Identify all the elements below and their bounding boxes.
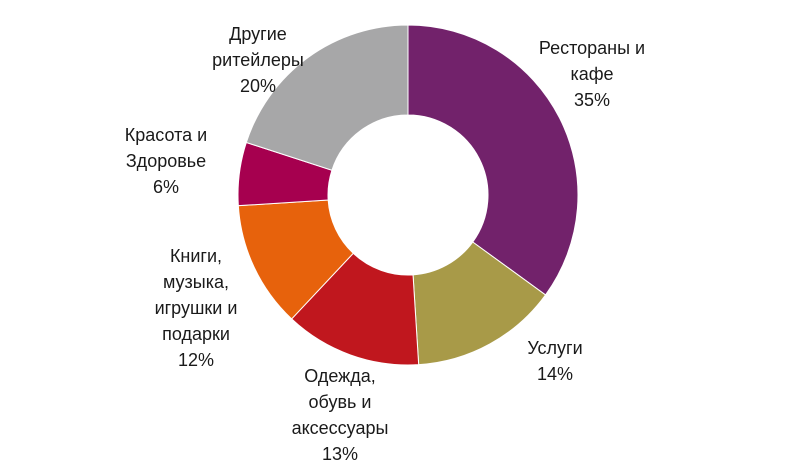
slice-name-line: Здоровье (126, 151, 206, 171)
slice-name-line: Рестораны и (539, 38, 645, 58)
slice-value-label: 35% (574, 90, 610, 110)
slice-value-label: 20% (240, 76, 276, 96)
pie-slice-0 (407, 24, 579, 296)
slice-name-line: обувь и (309, 392, 372, 412)
slices (237, 24, 579, 366)
slice-name-line: кафе (570, 64, 613, 84)
slice-name-line: аксессуары (292, 418, 389, 438)
slice-label-0: Рестораны и кафе 35% (539, 38, 645, 110)
slice-name-line: подарки (162, 324, 230, 344)
slice-label-2: Одежда, обувь и аксессуары 13% (292, 366, 389, 464)
slice-name-line: Книги, (170, 246, 222, 266)
slice-label-1: Услуги 14% (527, 338, 582, 384)
slice-label-5: Другие ритейлеры 20% (212, 24, 304, 96)
slice-label-3: Книги, музыка, игрушки и подарки 12% (155, 246, 238, 370)
pie-slice-5 (245, 24, 409, 171)
slice-value-label: 6% (153, 177, 179, 197)
slice-label-4: Красота и Здоровье 6% (125, 125, 207, 197)
slice-value-label: 14% (537, 364, 573, 384)
slice-name-line: Красота и (125, 125, 207, 145)
slice-name-line: Другие (229, 24, 287, 44)
slice-value-label: 12% (178, 350, 214, 370)
slice-name-line: Услуги (527, 338, 582, 358)
slice-labels: Рестораны и кафе 35% Услуги 14% Одежда, обувь … (125, 24, 645, 464)
slice-value-label: 13% (322, 444, 358, 464)
slice-name-line: Одежда, (304, 366, 375, 386)
slice-name-line: игрушки и (155, 298, 238, 318)
slice-name-line: музыка, (163, 272, 229, 292)
slice-name-line: ритейлеры (212, 50, 304, 70)
